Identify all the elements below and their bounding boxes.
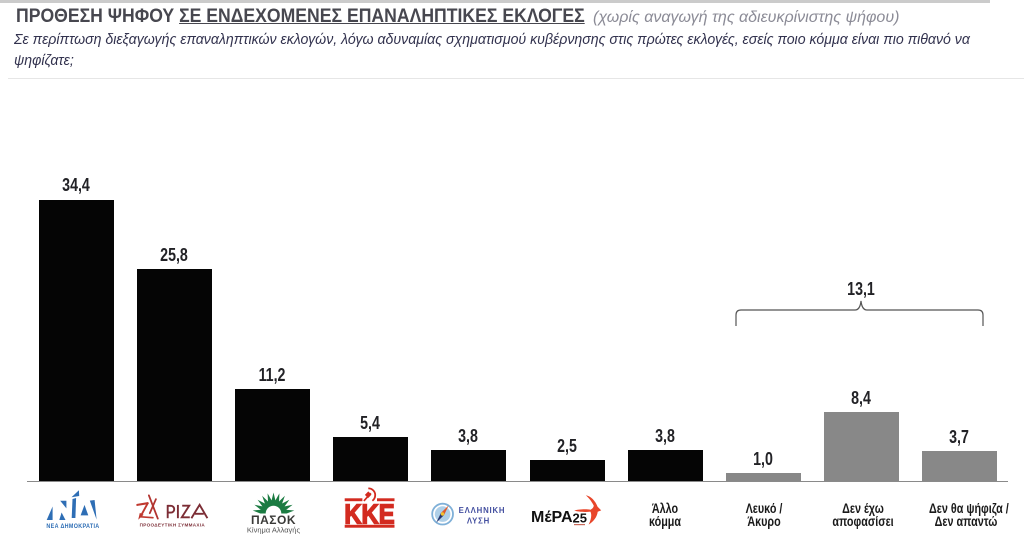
svg-text:ΕΛΛΗΝΙΚΗ: ΕΛΛΗΝΙΚΗ bbox=[459, 506, 506, 515]
svg-text:25: 25 bbox=[573, 510, 587, 525]
svg-text:ΝΕΑ ΔΗΜΟΚΡΑΤΙΑ: ΝΕΑ ΔΗΜΟΚΡΑΤΙΑ bbox=[46, 524, 100, 530]
svg-text:ΠΡΟΟΔΕΥΤΙΚΗ ΣΥΜΜΑΧΙΑ: ΠΡΟΟΔΕΥΤΙΚΗ ΣΥΜΜΑΧΙΑ bbox=[140, 522, 206, 527]
svg-text:Κίνημα Αλλαγής: Κίνημα Αλλαγής bbox=[247, 526, 301, 535]
svg-text:ΛΥΣΗ: ΛΥΣΗ bbox=[467, 517, 490, 526]
svg-text:ΠΑΣΟΚ: ΠΑΣΟΚ bbox=[251, 513, 296, 527]
svg-text:ΜέΡΑ: ΜέΡΑ bbox=[531, 509, 573, 526]
svg-text:ΚΚΕ: ΚΚΕ bbox=[344, 497, 394, 529]
